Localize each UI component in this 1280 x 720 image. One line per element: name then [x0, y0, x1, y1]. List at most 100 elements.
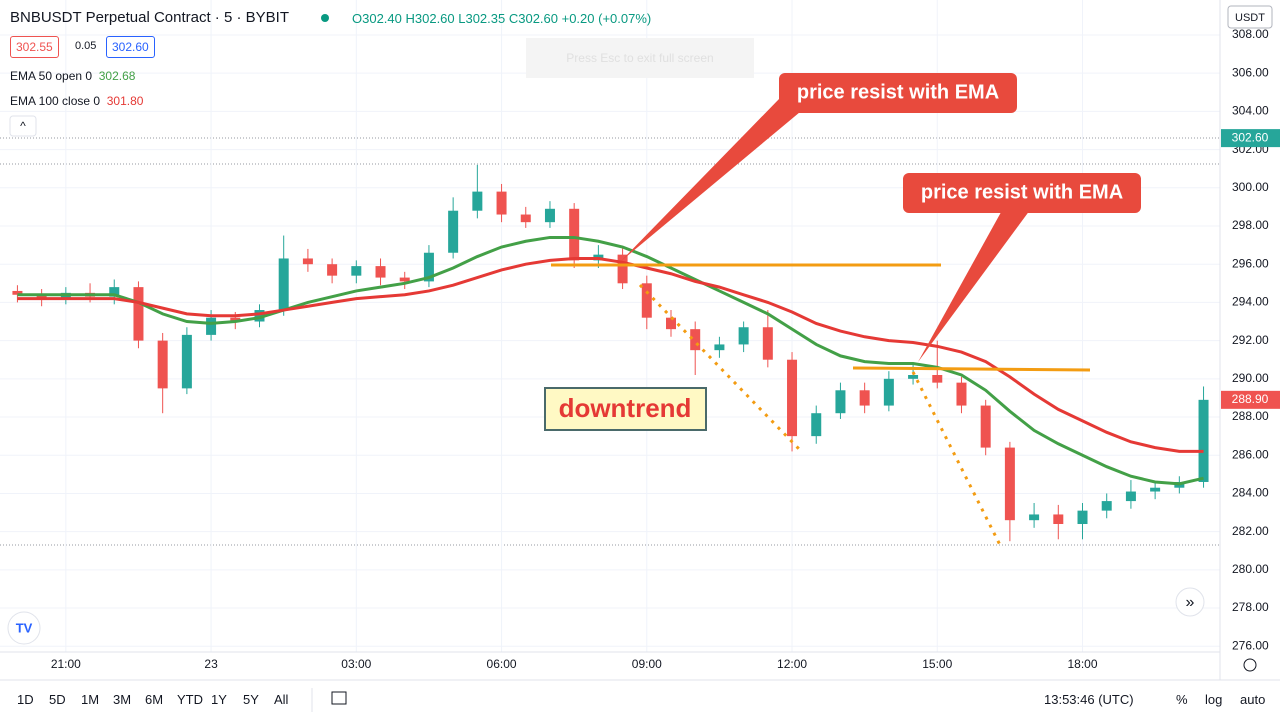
- candle-body: [1101, 501, 1112, 511]
- x-tick-label: 23: [204, 657, 218, 671]
- candle-body: [520, 214, 531, 223]
- log-button[interactable]: log: [1205, 692, 1223, 707]
- callout-pointer: [918, 205, 1030, 362]
- range-button[interactable]: 3M: [113, 692, 132, 707]
- label-text: downtrend: [559, 393, 692, 423]
- candle-body: [544, 208, 555, 223]
- y-tick-label: 276.00: [1232, 638, 1269, 652]
- candle-body: [351, 266, 362, 276]
- y-tick-label: 294.00: [1232, 295, 1269, 309]
- drawings: price resist with EMA price resist with …: [544, 73, 1141, 546]
- hint: Press Esc to exit full screen: [526, 38, 754, 78]
- clock: 13:53:46 (UTC): [1044, 692, 1134, 707]
- candle-body: [472, 191, 483, 211]
- candle-body: [133, 287, 144, 341]
- candle-body: [496, 191, 507, 215]
- candle-body: [1077, 510, 1088, 525]
- callout: [903, 173, 1141, 213]
- candle-body: [1125, 491, 1136, 502]
- y-tick-label: 292.00: [1232, 333, 1269, 347]
- candle-body: [36, 294, 47, 299]
- candle-body: [787, 359, 798, 437]
- range-button[interactable]: 5Y: [243, 692, 259, 707]
- candle-body: [1198, 399, 1209, 482]
- y-tick-label: 282.00: [1232, 524, 1269, 538]
- price-tag: [1221, 129, 1280, 148]
- candle-body: [641, 283, 652, 318]
- ask[interactable]: 302.60: [106, 36, 155, 58]
- candle-body: [811, 413, 822, 437]
- percent-button[interactable]: %: [1176, 692, 1188, 707]
- y-tick-label: 284.00: [1232, 486, 1269, 500]
- y-tick-label: 280.00: [1232, 562, 1269, 576]
- ema-legend: EMA 50 open 0 302.68: [10, 69, 135, 83]
- interval: 5: [223, 9, 233, 26]
- scroll-icon: »: [1186, 594, 1195, 611]
- settings-icon[interactable]: [1243, 658, 1257, 672]
- price-tag: [1221, 390, 1280, 409]
- x-tick-label: 06:00: [487, 657, 517, 671]
- price-tag-label: 302.60: [1232, 130, 1269, 144]
- y-tick-label: 306.00: [1232, 65, 1269, 79]
- candle-body: [617, 254, 628, 284]
- y-tick-label: 286.00: [1232, 447, 1269, 461]
- candle-body: [883, 378, 894, 406]
- range-button[interactable]: 6M: [145, 692, 164, 707]
- x-tick-label: 12:00: [777, 657, 807, 671]
- callout-text: price resist with EMA: [921, 181, 1123, 203]
- range-button[interactable]: 1M: [81, 692, 100, 707]
- candle-body: [181, 334, 192, 389]
- candle-body: [1029, 514, 1040, 521]
- callout-pointer: [620, 98, 800, 262]
- y-tick-label: 288.00: [1232, 409, 1269, 423]
- x-tick-label: 09:00: [632, 657, 662, 671]
- y-tick-label: 308.00: [1232, 27, 1269, 41]
- exchange: BYBIT: [245, 9, 290, 26]
- y-tick-label: 300.00: [1232, 180, 1269, 194]
- candle-body: [859, 390, 870, 406]
- bid[interactable]: 302.55: [10, 36, 59, 58]
- candle-body: [375, 266, 386, 278]
- trend-line: [638, 283, 802, 452]
- candle-body: [714, 344, 725, 351]
- ema-line: [17, 235, 1204, 486]
- y-tick-label: 298.00: [1232, 218, 1269, 232]
- collapse-button[interactable]: [9, 115, 37, 137]
- candle-body: [690, 329, 701, 351]
- range-button[interactable]: 1D: [17, 692, 34, 707]
- logo[interactable]: [7, 611, 41, 645]
- symbol: BNBUSDT Perpetual Contract · 5 · BYBIT: [10, 9, 290, 26]
- candle-body: [1004, 447, 1015, 521]
- candle-body: [278, 258, 289, 311]
- range-button[interactable]: 1Y: [211, 692, 227, 707]
- candle-body: [157, 340, 168, 389]
- ema-label: EMA 100 close 0: [10, 94, 101, 108]
- y-tick-label: 290.00: [1232, 371, 1269, 385]
- scroll-button[interactable]: [1175, 587, 1205, 617]
- candle-body: [956, 382, 967, 406]
- collapse-icon: ^: [20, 119, 26, 133]
- auto-button[interactable]: auto: [1240, 692, 1266, 707]
- candle-body: [206, 317, 217, 335]
- range-button[interactable]: 5D: [49, 692, 66, 707]
- price-tag-label: 288.90: [1232, 392, 1269, 406]
- resistance-line: [852, 366, 1091, 372]
- ema-label: EMA 50 open 0: [10, 69, 93, 83]
- spread: 0.05: [75, 40, 97, 52]
- candle-body: [666, 317, 676, 330]
- y-tick-label: 304.00: [1232, 104, 1269, 118]
- candle-body: [423, 252, 434, 282]
- range-button[interactable]: All: [274, 692, 289, 707]
- ema-value: 302.68: [98, 69, 136, 83]
- symbol-name: BNBUSDT Perpetual Contract: [10, 9, 211, 26]
- candle-body: [448, 210, 459, 253]
- x-tick-label: 21:00: [51, 657, 81, 671]
- range-button[interactable]: YTD: [177, 692, 203, 707]
- candle-body: [980, 405, 991, 448]
- status-dot: [321, 14, 329, 22]
- candle-body: [762, 327, 773, 360]
- candle-body: [109, 287, 120, 297]
- date-range-icon[interactable]: [331, 691, 347, 705]
